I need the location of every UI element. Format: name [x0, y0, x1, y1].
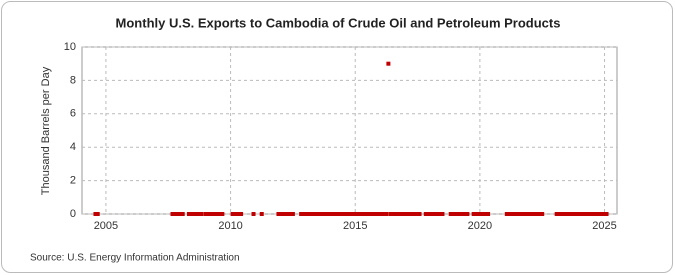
point — [430, 212, 435, 216]
point — [251, 212, 256, 216]
plot-area — [81, 46, 618, 215]
point — [259, 212, 264, 216]
point — [411, 212, 416, 216]
point — [592, 212, 597, 216]
point — [479, 212, 484, 216]
point — [367, 212, 372, 216]
point — [486, 212, 491, 216]
y-axis-label: Thousand Barrels per Day — [40, 66, 52, 195]
point — [386, 61, 391, 66]
point — [517, 212, 522, 216]
point — [585, 212, 590, 216]
point — [380, 212, 385, 216]
point — [392, 212, 397, 216]
y-tick-label: 6 — [70, 108, 76, 120]
y-tick-label: 8 — [70, 74, 76, 86]
point — [336, 212, 341, 216]
point — [405, 212, 410, 216]
point — [529, 212, 534, 216]
point — [239, 212, 244, 216]
x-tick-label: 2025 — [592, 220, 616, 232]
point — [454, 212, 459, 216]
point — [95, 212, 100, 216]
point — [324, 212, 329, 216]
x-tick-label: 2010 — [218, 220, 242, 232]
point — [473, 212, 478, 216]
point — [286, 212, 291, 216]
point — [218, 212, 223, 216]
point — [330, 212, 335, 216]
point — [560, 212, 565, 216]
point — [384, 212, 389, 216]
point — [465, 212, 470, 216]
point — [540, 212, 545, 216]
point — [299, 212, 304, 216]
point — [348, 212, 353, 216]
point — [93, 212, 98, 216]
point — [598, 212, 603, 216]
plot: 0 2 4 6 8 10 2005 2010 2015 2020 2025 — [64, 41, 618, 232]
point — [448, 212, 453, 216]
point — [317, 212, 322, 216]
point — [311, 212, 316, 216]
point — [567, 212, 572, 216]
point — [220, 212, 225, 216]
point — [230, 212, 235, 216]
point — [554, 212, 559, 216]
chart-title: Monthly U.S. Exports to Cambodia of Crud… — [116, 15, 561, 30]
point — [398, 212, 403, 216]
point — [504, 212, 509, 216]
point — [604, 212, 609, 216]
point — [305, 212, 310, 216]
point — [236, 212, 241, 216]
point — [180, 212, 185, 216]
y-tick-label: 2 — [70, 175, 76, 187]
point — [436, 212, 441, 216]
point — [186, 212, 191, 216]
y-tick-label: 0 — [70, 208, 76, 220]
y-tick-label: 10 — [64, 41, 76, 53]
point — [440, 212, 445, 216]
y-tick-label: 4 — [70, 141, 76, 153]
source: Source: U.S. Energy Information Administ… — [30, 253, 240, 264]
point — [211, 212, 216, 216]
x-tick-label: 2005 — [94, 220, 118, 232]
point — [342, 212, 347, 216]
point — [573, 212, 578, 216]
point — [174, 212, 179, 216]
point — [461, 212, 466, 216]
point — [373, 212, 378, 216]
point — [355, 212, 360, 216]
point — [511, 212, 516, 216]
point — [361, 212, 366, 216]
point — [523, 212, 528, 216]
point — [423, 212, 428, 216]
x-tick-label: 2020 — [468, 220, 492, 232]
point — [579, 212, 584, 216]
x-tick-label: 2015 — [343, 220, 367, 232]
point — [280, 212, 285, 216]
point — [290, 212, 295, 216]
point — [199, 212, 204, 216]
point — [193, 212, 198, 216]
point — [417, 212, 422, 216]
point — [205, 212, 210, 216]
point — [535, 212, 540, 216]
